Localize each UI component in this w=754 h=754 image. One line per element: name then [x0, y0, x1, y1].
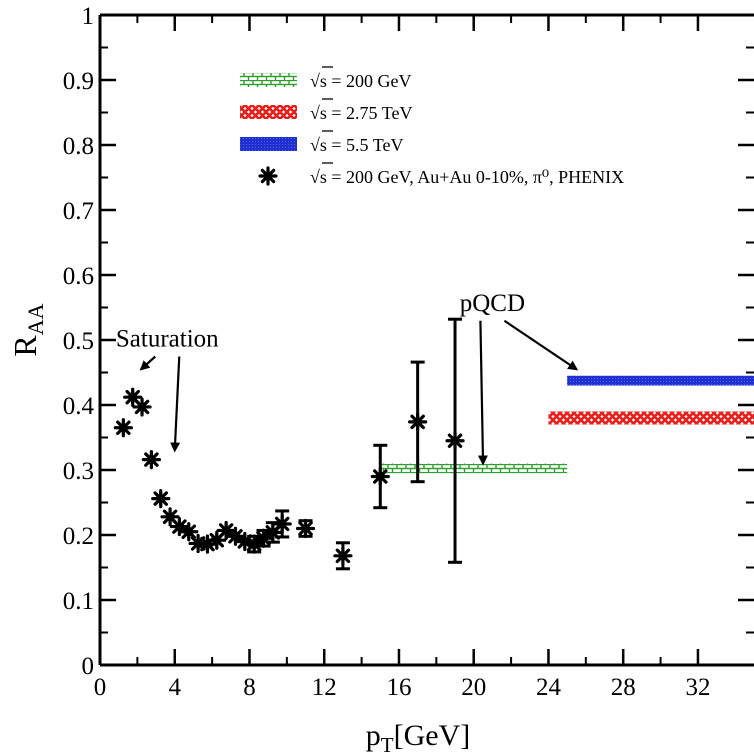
star-core: [212, 535, 222, 545]
legend-label: √s = 5.5 TeV: [310, 135, 403, 155]
legend-label: √s = 2.75 TeV: [310, 103, 412, 123]
legend-item: √s = 200 GeV: [240, 66, 412, 91]
star-core: [375, 472, 385, 481]
star-core: [450, 436, 460, 446]
x-tick-label: 12: [312, 674, 337, 701]
legend-swatch-band: [240, 137, 297, 151]
legend-swatch-band: [240, 105, 297, 119]
y-tick-label: 0.2: [63, 523, 94, 550]
legend-label: √s = 200 GeV: [310, 71, 412, 91]
data-point: [132, 397, 152, 417]
star-core: [146, 455, 156, 464]
star-core: [128, 392, 138, 402]
legend-swatch-star: [258, 166, 278, 186]
x-tick-label: 0: [94, 674, 107, 701]
y-tick-label: 0.1: [63, 588, 94, 615]
legend-item: √s = 2.75 TeV: [240, 98, 412, 123]
y-tick-label: 0.3: [63, 458, 94, 485]
star-core: [137, 402, 147, 412]
x-tick-label: 20: [461, 674, 486, 701]
x-tick-label: 4: [168, 674, 181, 701]
legend-swatch-band: [240, 73, 297, 87]
y-tick-label: 0.5: [63, 328, 94, 355]
band-1: [548, 411, 754, 425]
x-tick-label: 32: [685, 674, 710, 701]
star-core: [301, 524, 310, 533]
y-axis-label: RAA: [7, 303, 48, 356]
bands-layer: [380, 375, 754, 474]
annotation-arrow: [170, 356, 181, 453]
band-0: [380, 463, 568, 474]
data-point: [207, 530, 227, 550]
data-point: [179, 522, 199, 542]
annotation-arrow: [503, 319, 579, 371]
data-point: [141, 450, 161, 470]
annotation: pQCD: [460, 290, 579, 466]
star-core: [263, 171, 273, 181]
data-point: [113, 418, 133, 438]
y-tick-label: 0.9: [63, 68, 94, 95]
data-point: [408, 412, 428, 432]
annotation-arrow: [139, 355, 157, 371]
star-core: [259, 533, 268, 543]
band-2: [567, 375, 754, 386]
x-tick-label: 28: [611, 674, 636, 701]
annotation-label: Saturation: [116, 326, 219, 353]
data-point: [151, 489, 171, 509]
annotation-arrow: [477, 320, 488, 466]
star-core: [221, 526, 231, 535]
star-core: [118, 423, 128, 433]
x-tick-label: 24: [536, 674, 562, 701]
star-core: [277, 519, 287, 529]
annotation-label: pQCD: [460, 290, 525, 317]
y-tick-label: 0.8: [63, 133, 94, 160]
data-point: [445, 431, 465, 451]
y-tick-label: 0: [82, 653, 95, 680]
x-tick-label: 16: [386, 674, 411, 701]
y-tick-label: 0.7: [63, 198, 94, 225]
data-point: [370, 466, 390, 487]
data-point: [295, 518, 316, 539]
annotation: Saturation: [116, 326, 219, 453]
star-core: [413, 417, 423, 427]
y-tick-label: 0.4: [63, 393, 95, 420]
star-core: [338, 551, 348, 561]
x-tick-label: 8: [243, 674, 256, 701]
star-core: [184, 527, 194, 537]
y-tick-label: 0.6: [63, 263, 94, 290]
y-tick-label: 1: [82, 3, 95, 30]
annotations-layer: Saturation pQCD: [116, 290, 579, 466]
legend-item: √s = 5.5 TeV: [240, 130, 403, 155]
star-core: [165, 512, 175, 522]
data-points-layer: [113, 387, 465, 566]
star-core: [156, 494, 166, 503]
data-point: [333, 546, 353, 566]
legend-label: √s = 200 GeV, Au+Au 0-10%, π⁰, PHENIX: [310, 167, 624, 187]
data-point: [272, 514, 292, 534]
legend: √s = 200 GeV √s = 2.75 TeV √s = 5.5 TeV √s …: [240, 66, 624, 187]
star-core: [175, 522, 184, 531]
ticks-layer: 0 4 8 12 16 20 24 28 32 0 0.1 0.2 0.3 0.4 0.5 0.6 0.7 0.8…: [63, 3, 754, 701]
star-core: [249, 539, 259, 549]
legend-item: √s = 200 GeV, Au+Au 0-10%, π⁰, PHENIX: [258, 162, 624, 187]
star-core: [231, 531, 240, 541]
x-axis-label: pT[GeV]: [366, 719, 470, 754]
